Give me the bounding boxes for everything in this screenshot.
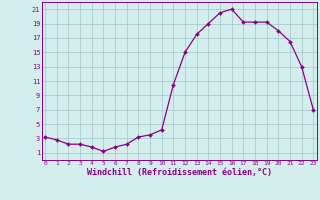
X-axis label: Windchill (Refroidissement éolien,°C): Windchill (Refroidissement éolien,°C) [87, 168, 272, 177]
